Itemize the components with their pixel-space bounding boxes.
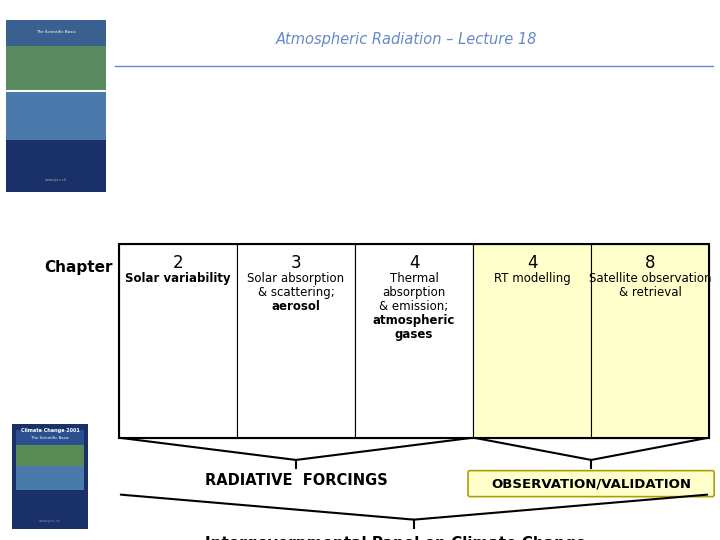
Text: aerosol: aerosol: [271, 300, 320, 313]
Text: atmospheric: atmospheric: [373, 314, 455, 327]
Text: The Scientific Basis: The Scientific Basis: [31, 436, 69, 440]
Bar: [237, 244, 355, 438]
FancyBboxPatch shape: [468, 471, 714, 497]
Text: & emission;: & emission;: [379, 300, 449, 313]
Text: RT modelling: RT modelling: [494, 272, 570, 285]
Text: www.ipcc.ch: www.ipcc.ch: [39, 519, 61, 523]
Text: & retrieval: & retrieval: [618, 286, 682, 299]
Text: & scattering;: & scattering;: [258, 286, 334, 299]
Text: 4: 4: [409, 254, 419, 272]
Bar: [16, 430, 84, 445]
Text: 2: 2: [173, 254, 183, 272]
Text: 8: 8: [645, 254, 655, 272]
Text: Thermal: Thermal: [390, 272, 438, 285]
Text: Atmospheric Radiation – Lecture 18: Atmospheric Radiation – Lecture 18: [276, 32, 538, 48]
Text: 3: 3: [291, 254, 301, 272]
Text: Solar variability: Solar variability: [125, 272, 230, 285]
Text: www.ipcc.ch: www.ipcc.ch: [45, 178, 67, 182]
Text: Solar absorption: Solar absorption: [248, 272, 344, 285]
Text: Intergovernmental Panel on Climate Change: Intergovernmental Panel on Climate Chang…: [205, 536, 587, 540]
Text: 4: 4: [527, 254, 537, 272]
Bar: [16, 450, 84, 466]
Text: Chapter: Chapter: [45, 260, 113, 275]
Bar: [119, 244, 237, 438]
Bar: [6, 140, 106, 192]
Bar: [16, 445, 84, 466]
Bar: [6, 46, 106, 90]
Text: Satellite observation: Satellite observation: [589, 272, 711, 285]
Text: Climate Change 2001: Climate Change 2001: [27, 14, 85, 18]
Text: Climate Change 2001: Climate Change 2001: [21, 428, 79, 433]
Bar: [16, 490, 84, 524]
Bar: [6, 92, 106, 140]
Text: OBSERVATION/VALIDATION: OBSERVATION/VALIDATION: [491, 477, 691, 490]
Bar: [591, 244, 709, 438]
Bar: [6, 20, 106, 46]
Text: absorption: absorption: [382, 286, 446, 299]
Text: gases: gases: [395, 328, 433, 341]
Text: RADIATIVE  FORCINGS: RADIATIVE FORCINGS: [204, 472, 387, 488]
Text: Review: Review: [298, 109, 516, 164]
Bar: [6, 66, 106, 90]
Bar: [355, 244, 473, 438]
Bar: [473, 244, 591, 438]
Text: The Scientific Basis: The Scientific Basis: [36, 30, 76, 34]
Bar: [16, 466, 84, 490]
Bar: [119, 244, 709, 438]
